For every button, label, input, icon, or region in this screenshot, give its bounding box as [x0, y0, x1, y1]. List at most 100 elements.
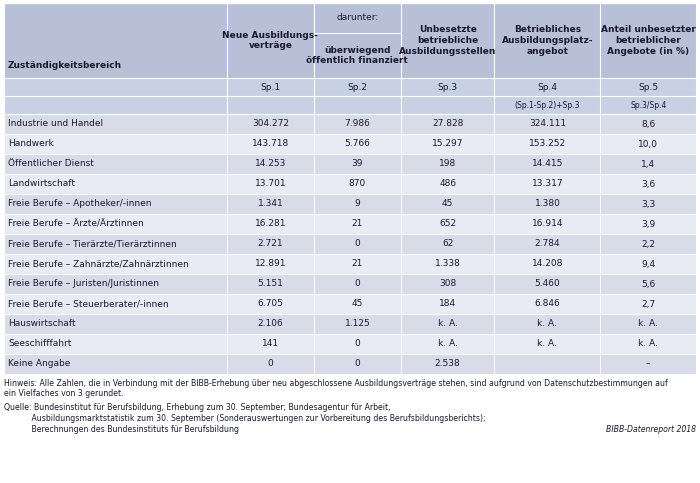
Bar: [314, 3, 401, 78]
Text: Industrie und Handel: Industrie und Handel: [8, 119, 103, 128]
Text: 27.828: 27.828: [432, 119, 463, 128]
Text: 1.125: 1.125: [344, 319, 370, 328]
Text: 62: 62: [442, 240, 454, 248]
Text: Landwirtschaft: Landwirtschaft: [8, 180, 75, 188]
Text: 184: 184: [439, 299, 456, 309]
Text: 21: 21: [351, 219, 363, 228]
Bar: [601, 134, 696, 154]
Text: 14.208: 14.208: [532, 259, 563, 269]
Bar: [494, 234, 601, 254]
Text: 39: 39: [351, 159, 363, 169]
Bar: [401, 96, 494, 114]
Text: Sp.5: Sp.5: [638, 83, 658, 91]
Bar: [227, 254, 314, 274]
Text: 0: 0: [355, 359, 360, 369]
Text: k. A.: k. A.: [538, 319, 557, 328]
Bar: [314, 134, 401, 154]
Bar: [227, 294, 314, 314]
Bar: [4, 114, 227, 134]
Bar: [4, 194, 227, 214]
Text: Zuständigkeitsbereich: Zuständigkeitsbereich: [8, 61, 122, 70]
Text: k. A.: k. A.: [438, 319, 458, 328]
Bar: [227, 154, 314, 174]
Text: Ausbildungsmarktstatistik zum 30. September (Sonderauswertungen zur Vorbereitung: Ausbildungsmarktstatistik zum 30. Septem…: [4, 414, 486, 423]
Bar: [314, 114, 401, 134]
Bar: [494, 254, 601, 274]
Bar: [4, 314, 227, 334]
Bar: [601, 234, 696, 254]
Text: 3,6: 3,6: [641, 180, 655, 188]
Bar: [494, 354, 601, 374]
Bar: [494, 194, 601, 214]
Text: Freie Berufe – Juristen/Juristinnen: Freie Berufe – Juristen/Juristinnen: [8, 280, 159, 288]
Text: 7.986: 7.986: [344, 119, 370, 128]
Bar: [314, 294, 401, 314]
Text: 141: 141: [262, 340, 279, 349]
Bar: [314, 194, 401, 214]
Text: (Sp.1-Sp.2)+Sp.3: (Sp.1-Sp.2)+Sp.3: [514, 100, 580, 110]
Bar: [4, 154, 227, 174]
Bar: [601, 3, 696, 78]
Text: Neue Ausbildungs-
verträge: Neue Ausbildungs- verträge: [223, 30, 318, 50]
Text: 5.460: 5.460: [535, 280, 560, 288]
Bar: [601, 334, 696, 354]
Text: darunter:: darunter:: [336, 14, 379, 23]
Bar: [227, 334, 314, 354]
Bar: [227, 194, 314, 214]
Bar: [601, 294, 696, 314]
Text: 12.891: 12.891: [255, 259, 286, 269]
Bar: [4, 354, 227, 374]
Bar: [227, 234, 314, 254]
Text: 1.338: 1.338: [435, 259, 461, 269]
Bar: [4, 294, 227, 314]
Bar: [494, 3, 601, 78]
Text: 8,6: 8,6: [641, 119, 655, 128]
Text: 2.721: 2.721: [258, 240, 284, 248]
Text: Hinweis: Alle Zahlen, die in Verbindung mit der BIBB-Erhebung über neu abgeschlo: Hinweis: Alle Zahlen, die in Verbindung …: [4, 379, 668, 388]
Bar: [314, 354, 401, 374]
Bar: [227, 174, 314, 194]
Bar: [4, 134, 227, 154]
Bar: [601, 154, 696, 174]
Text: 0: 0: [355, 240, 360, 248]
Bar: [314, 314, 401, 334]
Text: Öffentlicher Dienst: Öffentlicher Dienst: [8, 159, 94, 169]
Text: 3,3: 3,3: [641, 199, 655, 209]
Bar: [494, 214, 601, 234]
Text: k. A.: k. A.: [638, 319, 658, 328]
Text: Freie Berufe – Zahnärzte/Zahnärztinnen: Freie Berufe – Zahnärzte/Zahnärztinnen: [8, 259, 189, 269]
Text: 2,7: 2,7: [641, 299, 655, 309]
Bar: [601, 314, 696, 334]
Bar: [494, 96, 601, 114]
Bar: [227, 274, 314, 294]
Text: Freie Berufe – Ärzte/Ärztinnen: Freie Berufe – Ärzte/Ärztinnen: [8, 219, 143, 228]
Bar: [4, 174, 227, 194]
Text: 198: 198: [439, 159, 456, 169]
Bar: [4, 96, 227, 114]
Text: 10,0: 10,0: [638, 140, 658, 148]
Text: 143.718: 143.718: [252, 140, 289, 148]
Text: 870: 870: [349, 180, 366, 188]
Text: 5.766: 5.766: [344, 140, 370, 148]
Text: 2.538: 2.538: [435, 359, 461, 369]
Text: 16.914: 16.914: [532, 219, 564, 228]
Text: 2.106: 2.106: [258, 319, 284, 328]
Text: 5.151: 5.151: [258, 280, 284, 288]
Bar: [401, 314, 494, 334]
Text: Sp.4: Sp.4: [538, 83, 557, 91]
Text: 14.415: 14.415: [532, 159, 563, 169]
Bar: [601, 114, 696, 134]
Text: Sp.3/Sp.4: Sp.3/Sp.4: [630, 100, 666, 110]
Bar: [227, 354, 314, 374]
Text: 308: 308: [439, 280, 456, 288]
Text: 45: 45: [351, 299, 363, 309]
Bar: [227, 78, 314, 96]
Bar: [401, 354, 494, 374]
Bar: [4, 234, 227, 254]
Bar: [494, 154, 601, 174]
Bar: [401, 174, 494, 194]
Bar: [314, 174, 401, 194]
Bar: [4, 78, 227, 96]
Text: 0: 0: [267, 359, 273, 369]
Bar: [401, 3, 494, 78]
